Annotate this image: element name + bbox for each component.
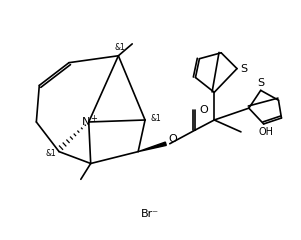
Polygon shape <box>138 142 166 152</box>
Text: N: N <box>82 117 90 127</box>
Text: OH: OH <box>259 127 274 137</box>
Text: &1: &1 <box>150 114 161 123</box>
Text: +: + <box>90 114 97 123</box>
Text: S: S <box>240 64 247 74</box>
Text: S: S <box>257 78 264 88</box>
Text: Br⁻: Br⁻ <box>141 209 159 219</box>
Text: O: O <box>199 105 208 115</box>
Text: &1: &1 <box>45 149 56 158</box>
Text: O: O <box>168 134 177 144</box>
Text: &1: &1 <box>115 43 126 52</box>
